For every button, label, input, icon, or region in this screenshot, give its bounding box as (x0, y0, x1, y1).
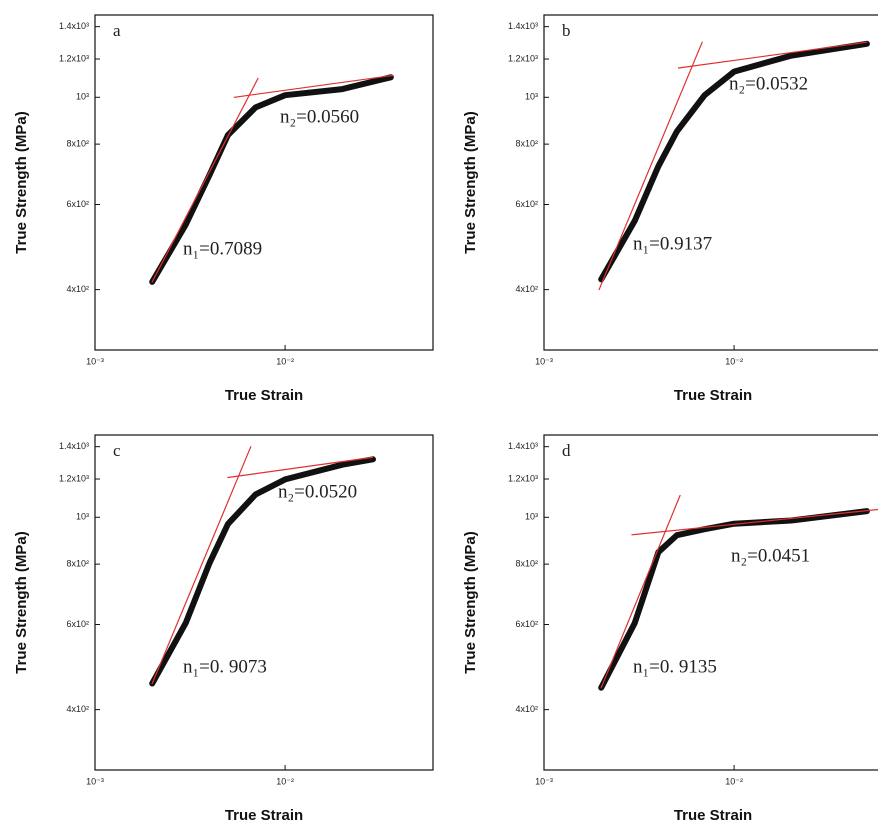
y-tick-label: 8x10² (515, 559, 538, 569)
x-tick-label: 10⁻³ (86, 356, 104, 366)
data-curve (598, 508, 870, 691)
y-tick-label: 1.2x10³ (508, 473, 538, 483)
x-axis-label: True Strain (225, 807, 303, 824)
y-tick-label: 1.2x10³ (59, 473, 89, 483)
x-axis-label: True Strain (674, 807, 752, 824)
y-tick-label: 4x10² (515, 284, 538, 294)
fit-line (233, 74, 394, 98)
annotation: n₂=0.0532 (729, 73, 808, 94)
annotation: n₂=0.0560 (280, 106, 359, 127)
y-tick-label: 4x10² (66, 704, 89, 714)
y-tick-label: 8x10² (66, 559, 89, 569)
fit-line (598, 41, 703, 291)
fit-line (151, 446, 252, 685)
panel: 4x10² 6x10² 8x10² 10³ 1.2x10³ 1.4x10³ 10⁻³ 10⁻²… (13, 14, 434, 404)
annotation: n₁=0.9137 (633, 233, 712, 254)
x-tick-label: 10⁻³ (86, 776, 104, 786)
fit-line (600, 494, 681, 689)
x-tick-label: 10⁻³ (535, 776, 553, 786)
y-tick-label: 1.4x10³ (59, 441, 89, 451)
x-axis-label: True Strain (225, 387, 303, 404)
data-curve (598, 40, 870, 283)
panel: 4x10² 6x10² 8x10² 10³ 1.2x10³ 1.4x10³ 10⁻³ 10⁻²… (462, 14, 878, 404)
panel-label: a (113, 21, 121, 40)
y-tick-label: 6x10² (515, 619, 538, 629)
y-tick-label: 10³ (525, 512, 538, 522)
plot-frame (543, 14, 878, 351)
x-tick-label: 10⁻² (276, 356, 294, 366)
y-axis-label: True Strength (MPa) (13, 531, 30, 674)
y-tick-label: 1.2x10³ (508, 53, 538, 63)
annotation: n₁=0. 9073 (183, 656, 267, 677)
annotation: n₂=0.0520 (278, 481, 357, 502)
x-tick-label: 10⁻² (725, 356, 743, 366)
y-tick-label: 6x10² (66, 619, 89, 629)
y-tick-label: 8x10² (515, 139, 538, 149)
plot-frame (94, 14, 434, 351)
y-axis-label: True Strength (MPa) (462, 111, 479, 254)
y-axis-label: True Strength (MPa) (462, 531, 479, 674)
data-curve (149, 74, 394, 285)
panel: 4x10² 6x10² 8x10² 10³ 1.2x10³ 1.4x10³ 10⁻³ 10⁻²… (462, 434, 878, 824)
x-tick-label: 10⁻² (725, 776, 743, 786)
annotation: n₁=0. 9135 (633, 656, 717, 677)
annotation: n₁=0.7089 (183, 238, 262, 259)
y-tick-label: 1.4x10³ (508, 441, 538, 451)
panel-label: c (113, 441, 121, 460)
y-tick-label: 8x10² (66, 139, 89, 149)
y-tick-label: 6x10² (66, 199, 89, 209)
fit-line (227, 456, 373, 479)
plot-frame (543, 434, 878, 771)
y-tick-label: 6x10² (515, 199, 538, 209)
y-tick-label: 4x10² (66, 284, 89, 294)
annotation: n₂=0.0451 (731, 545, 810, 566)
x-tick-label: 10⁻³ (535, 356, 553, 366)
panel: 4x10² 6x10² 8x10² 10³ 1.2x10³ 1.4x10³ 10⁻³ 10⁻²… (13, 434, 434, 824)
y-axis-label: True Strength (MPa) (13, 111, 30, 254)
fit-line (151, 77, 259, 283)
data-curve (149, 456, 376, 687)
y-tick-label: 4x10² (515, 704, 538, 714)
y-tick-label: 10³ (76, 512, 89, 522)
x-axis-label: True Strain (674, 387, 752, 404)
y-tick-label: 1.2x10³ (59, 53, 89, 63)
fit-line (631, 508, 878, 536)
x-tick-label: 10⁻² (276, 776, 294, 786)
panel-label: b (562, 21, 571, 40)
y-tick-label: 10³ (76, 92, 89, 102)
fit-line (677, 41, 868, 69)
y-tick-label: 1.4x10³ (508, 21, 538, 31)
panel-label: d (562, 441, 571, 460)
y-tick-label: 1.4x10³ (59, 21, 89, 31)
y-tick-label: 10³ (525, 92, 538, 102)
plot-frame (94, 434, 434, 771)
